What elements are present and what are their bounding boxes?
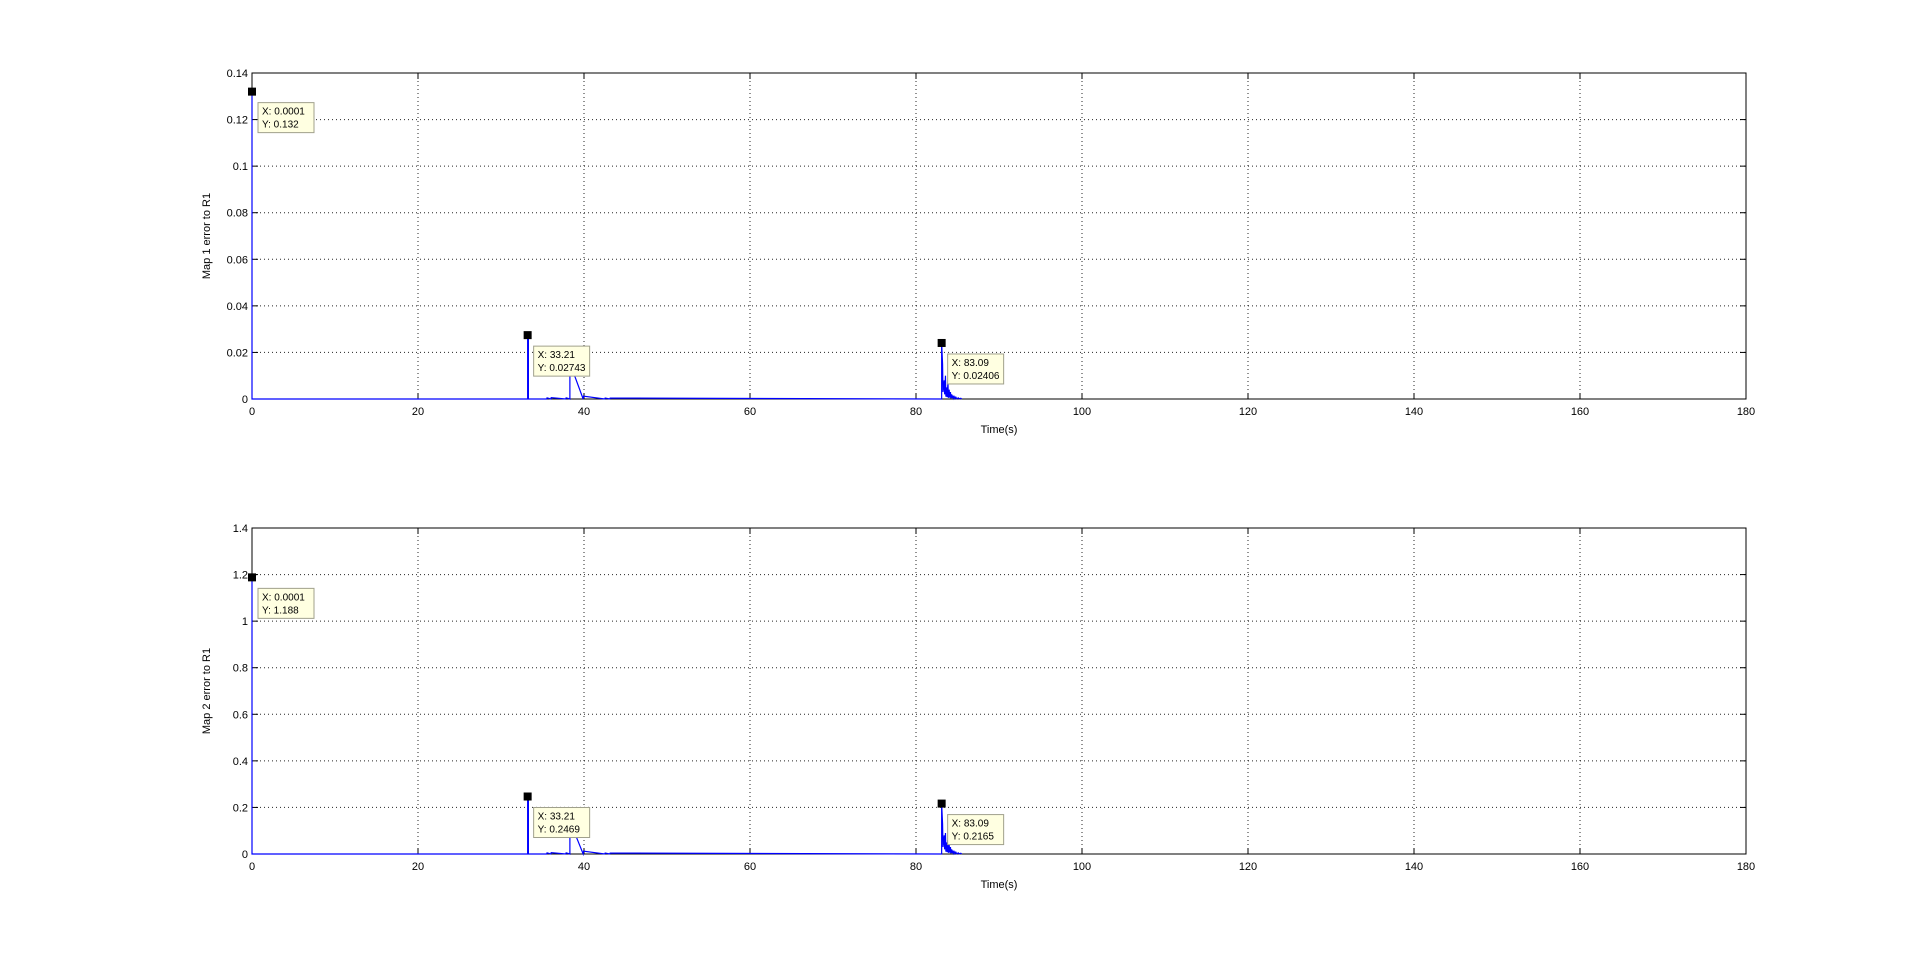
x-tick-label: 40 xyxy=(578,861,590,873)
datatip-x-text: X: 0.0001 xyxy=(262,107,305,118)
datatip-box xyxy=(257,587,315,619)
series-line xyxy=(251,577,963,857)
datatip-marker xyxy=(248,87,257,96)
x-tick-label: 140 xyxy=(1405,406,1423,418)
plot-area xyxy=(252,73,1746,399)
x-tick-label: 80 xyxy=(910,406,922,418)
datatip-x-text: X: 33.21 xyxy=(538,350,576,361)
x-axis-label: Time(s) xyxy=(981,424,1018,436)
subplot-1: 0 20 40 60 80 100 120 140 160 180 0 0.02 0.04 0.06 0.0… xyxy=(201,68,1755,436)
x-tick-label: 100 xyxy=(1073,406,1091,418)
datatip-x-text: X: 83.09 xyxy=(952,358,990,369)
y-tick-label: 0.06 xyxy=(227,254,248,266)
y-tick-label: 0.02 xyxy=(227,347,248,359)
datatip-box xyxy=(947,353,1005,385)
datatip-marker xyxy=(248,573,257,582)
datatip-y-text: Y: 0.02406 xyxy=(952,371,1000,382)
y-tick-label: 0.6 xyxy=(233,709,248,721)
y-tick-label: 0.14 xyxy=(227,68,248,80)
y-tick-label: 0.08 xyxy=(227,208,248,220)
y-axis-label: Map 1 error to R1 xyxy=(201,193,213,279)
x-tick-label: 60 xyxy=(744,406,756,418)
datatip-box xyxy=(947,814,1005,846)
series-line xyxy=(251,91,963,401)
x-axis-label: Time(s) xyxy=(981,879,1018,891)
datatip-y-text: Y: 1.188 xyxy=(262,605,299,616)
x-tick-label: 160 xyxy=(1571,861,1589,873)
x-tick-label: 80 xyxy=(910,861,922,873)
y-tick-label: 0.2 xyxy=(233,802,248,814)
x-tick-label: 160 xyxy=(1571,406,1589,418)
x-tick-label: 100 xyxy=(1073,861,1091,873)
y-tick-label: 0.4 xyxy=(233,756,248,768)
datatip-box xyxy=(257,102,315,134)
x-tick-label: 60 xyxy=(744,861,756,873)
y-tick-label: 1.4 xyxy=(233,523,248,535)
y-tick-label: 0 xyxy=(242,394,248,406)
y-tick-label: 0 xyxy=(242,849,248,861)
datatip-marker xyxy=(523,331,532,340)
datatip-x-text: X: 83.09 xyxy=(952,819,990,830)
x-tick-label: 120 xyxy=(1239,406,1257,418)
datatip-marker xyxy=(937,799,946,808)
x-tick-label: 120 xyxy=(1239,861,1257,873)
datatip-y-text: Y: 0.02743 xyxy=(538,363,586,374)
datatip-y-text: Y: 0.2469 xyxy=(538,825,581,836)
y-tick-label: 1.2 xyxy=(233,570,248,582)
y-tick-label: 0.04 xyxy=(227,301,248,313)
x-tick-label: 0 xyxy=(249,406,255,418)
x-tick-label: 20 xyxy=(412,406,424,418)
y-axis-label: Map 2 error to R1 xyxy=(201,648,213,734)
datatip-y-text: Y: 0.2165 xyxy=(952,832,995,843)
datatip-box xyxy=(533,345,591,377)
datatip-x-text: X: 0.0001 xyxy=(262,592,305,603)
x-tick-label: 20 xyxy=(412,861,424,873)
y-tick-label: 0.12 xyxy=(227,115,248,127)
x-tick-label: 140 xyxy=(1405,861,1423,873)
x-tick-label: 40 xyxy=(578,406,590,418)
y-tick-label: 0.1 xyxy=(233,161,248,173)
y-tick-label: 1 xyxy=(242,616,248,628)
datatip-y-text: Y: 0.132 xyxy=(262,120,299,131)
plot-area xyxy=(252,528,1746,854)
x-tick-label: 180 xyxy=(1737,406,1755,418)
datatip-marker xyxy=(523,792,532,801)
subplot-2: 0 20 40 60 80 100 120 140 160 180 0 0.2 0.4 0.6 0.8 1 1.… xyxy=(201,523,1755,891)
datatip-marker xyxy=(937,338,946,347)
x-tick-label: 0 xyxy=(249,861,255,873)
datatip-x-text: X: 33.21 xyxy=(538,812,576,823)
y-tick-label: 0.8 xyxy=(233,663,248,675)
datatip-box xyxy=(533,807,591,839)
x-tick-label: 180 xyxy=(1737,861,1755,873)
